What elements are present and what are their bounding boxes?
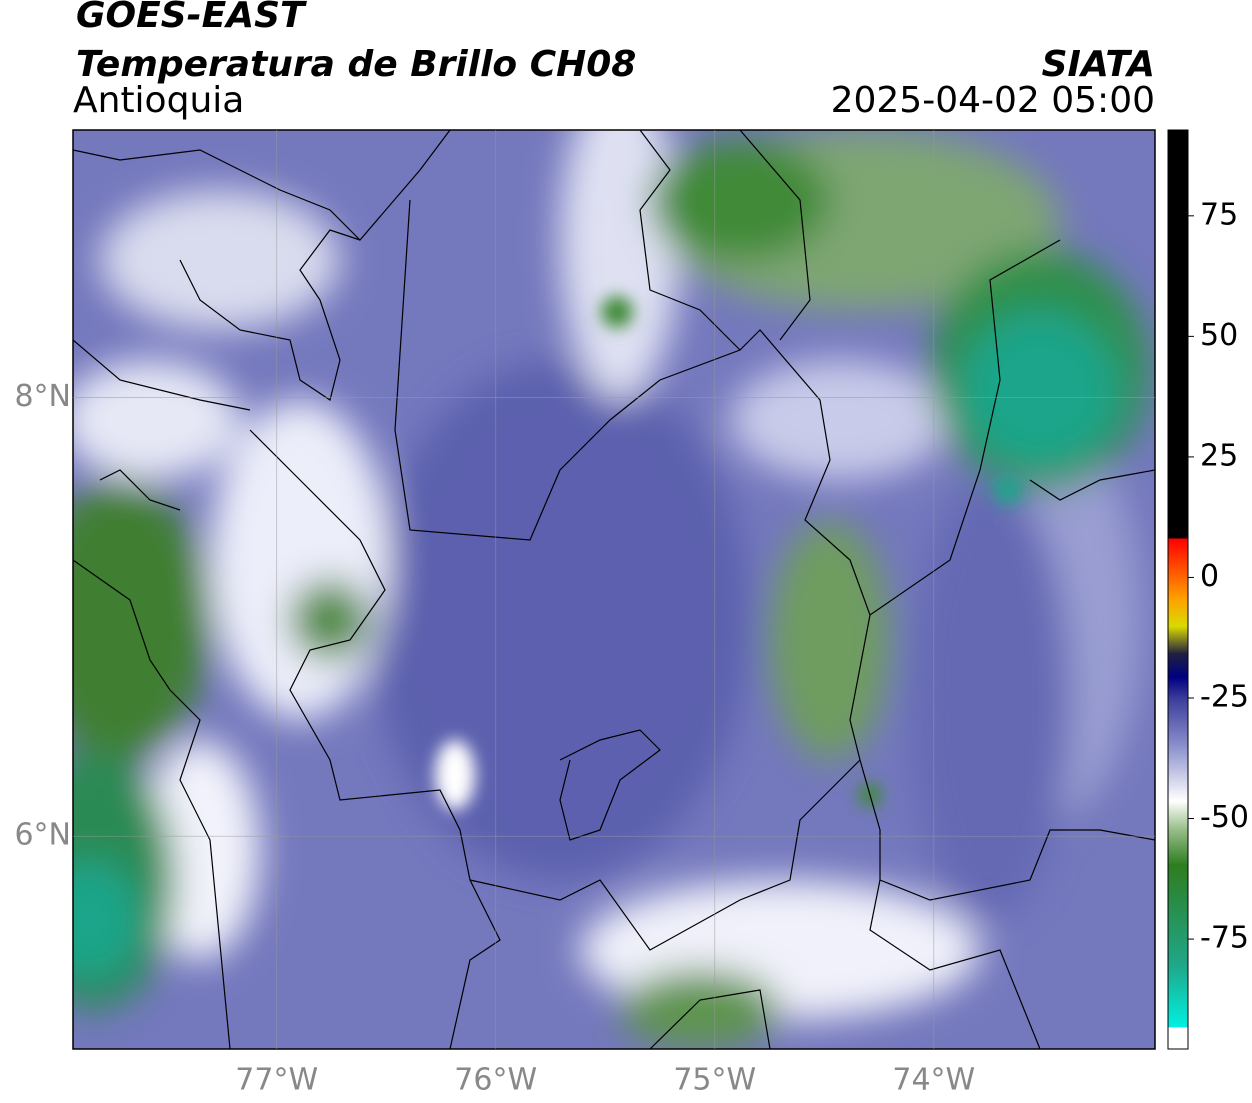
lon-tick-label: 74°W (892, 1063, 975, 1098)
lon-tick-label: 77°W (235, 1063, 318, 1098)
colorbar-tick-label: 75 (1200, 197, 1238, 232)
product-title: Temperatura de Brillo CH08 (76, 44, 636, 85)
region: Antioquia (73, 80, 244, 121)
lon-tick-label: 75°W (673, 1063, 756, 1098)
colorbar (1167, 129, 1189, 1050)
colorbar-tick-label: -25 (1200, 679, 1249, 714)
satellite-title: GOES-EAST (76, 0, 307, 36)
colorbar-tick-label: 0 (1200, 559, 1219, 594)
colorbar-tick-label: -75 (1200, 921, 1249, 956)
datetime: 2025-04-02 05:00 (831, 80, 1155, 121)
colorbar-tick-label: -50 (1200, 800, 1249, 835)
lon-tick-label: 76°W (454, 1063, 537, 1098)
map-frame (72, 129, 1156, 1050)
colorbar-tick-label: 50 (1200, 318, 1238, 353)
satellite-image (73, 130, 1155, 1049)
source: SIATA (1042, 44, 1155, 85)
lat-tick-label: 6°N (14, 818, 71, 853)
colorbar-tick-label: 25 (1200, 438, 1238, 473)
lat-tick-label: 8°N (14, 379, 71, 414)
